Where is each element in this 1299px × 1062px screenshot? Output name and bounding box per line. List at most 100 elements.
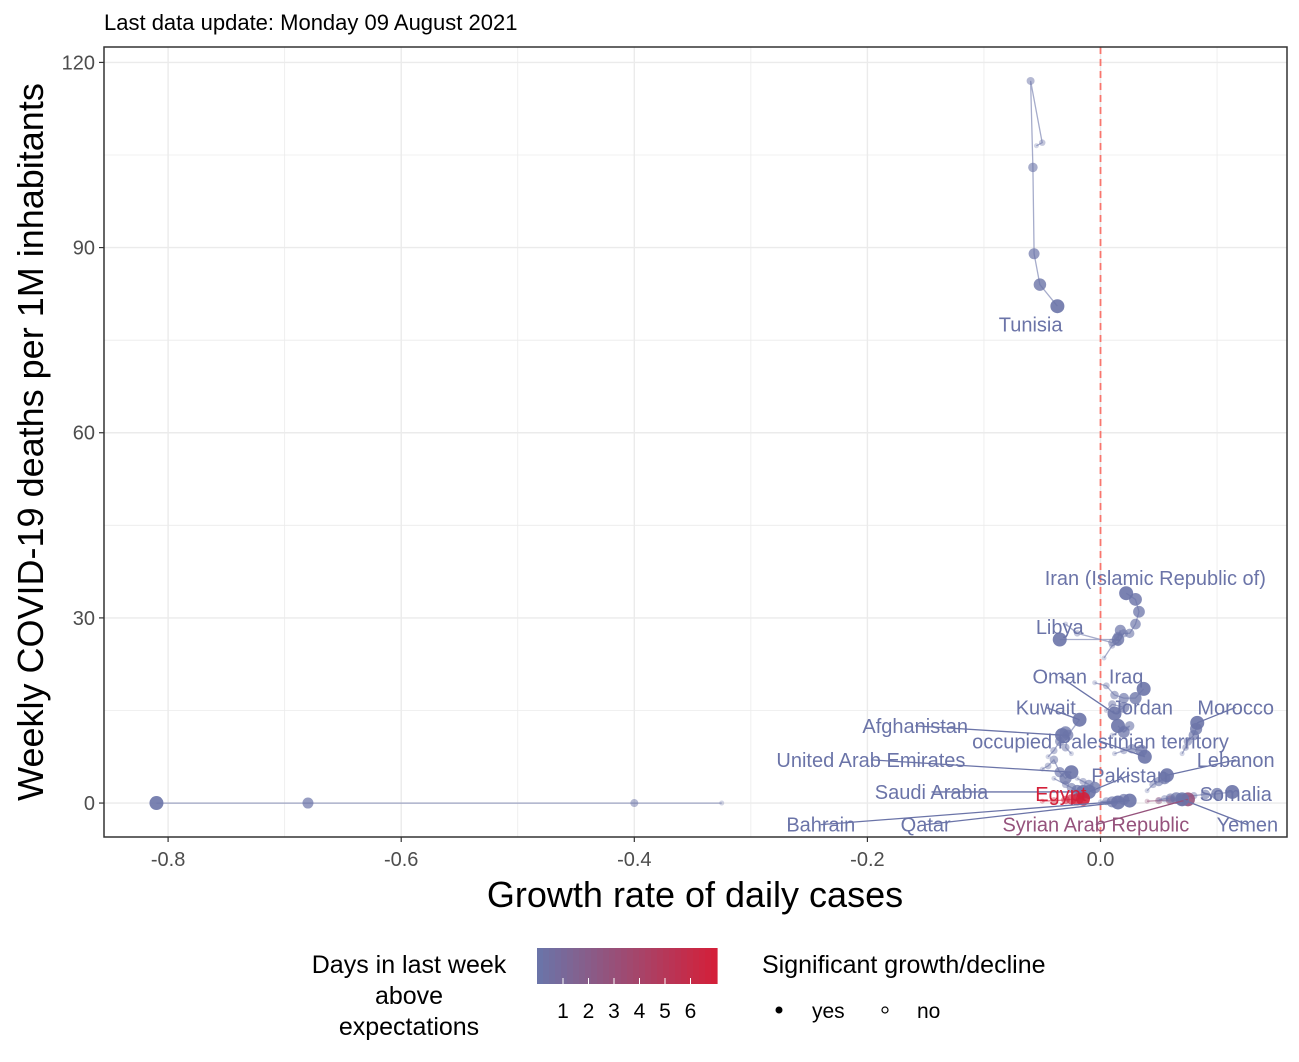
data-point bbox=[1050, 797, 1058, 804]
country-label: Oman bbox=[1032, 667, 1086, 689]
plot-border bbox=[103, 46, 1288, 838]
country-label: Somalia bbox=[1200, 784, 1273, 806]
data-point bbox=[149, 796, 164, 811]
country-series bbox=[1045, 726, 1072, 760]
y-axis-title: Weekly COVID-19 deaths per 1M inhabitant… bbox=[10, 83, 51, 801]
color-legend-label: 6 bbox=[685, 1000, 697, 1023]
label-leader-line bbox=[925, 801, 1119, 826]
data-point bbox=[1110, 690, 1119, 700]
data-point bbox=[1133, 605, 1145, 618]
color-legend-swatch bbox=[681, 948, 688, 984]
size-legend-yes-key bbox=[775, 1006, 783, 1014]
country-label: Iraq bbox=[1109, 667, 1143, 689]
data-point bbox=[719, 800, 725, 806]
data-point bbox=[1179, 751, 1185, 757]
label-leader-line bbox=[1100, 740, 1146, 758]
y-tick-label: 120 bbox=[62, 52, 95, 74]
color-legend-swatch bbox=[591, 948, 598, 984]
color-legend-label: 3 bbox=[608, 1000, 620, 1023]
data-point bbox=[1050, 299, 1065, 314]
country-label: Pakistan bbox=[1091, 765, 1168, 787]
country-label: Saudi Arabia bbox=[875, 782, 989, 804]
label-leader-line bbox=[1059, 675, 1115, 715]
data-point bbox=[1028, 248, 1040, 260]
country-label: Afghanistan bbox=[862, 716, 968, 738]
data-point bbox=[1068, 751, 1074, 757]
data-point bbox=[1124, 628, 1135, 639]
data-point bbox=[1101, 655, 1107, 661]
country-label: Kuwait bbox=[1016, 697, 1076, 719]
data-point bbox=[1109, 732, 1115, 738]
color-legend-bar bbox=[537, 948, 718, 984]
data-point bbox=[1112, 751, 1118, 757]
y-tick-label: 90 bbox=[73, 238, 95, 260]
data-point bbox=[302, 797, 314, 809]
x-axis-title: Growth rate of daily cases bbox=[487, 874, 903, 915]
data-point bbox=[1183, 737, 1193, 746]
country-label: Iran (Islamic Republic of) bbox=[1045, 568, 1266, 590]
x-tick-label: -0.8 bbox=[151, 849, 185, 871]
data-point bbox=[1039, 798, 1045, 804]
color-legend-swatch bbox=[621, 948, 628, 984]
color-legend-swatch bbox=[645, 948, 652, 984]
data-point bbox=[1049, 755, 1059, 765]
color-legend-swatch bbox=[663, 948, 670, 984]
x-tick-label: -0.4 bbox=[617, 849, 651, 871]
data-point bbox=[1118, 701, 1130, 713]
y-axis-ticks: 0 30 60 90 120 bbox=[62, 52, 104, 815]
country-label: Lebanon bbox=[1197, 750, 1275, 772]
country-label: Bahrain bbox=[786, 815, 855, 837]
data-point bbox=[1144, 788, 1150, 794]
data-point bbox=[1200, 789, 1211, 800]
data-point bbox=[1050, 746, 1058, 755]
data-point bbox=[1156, 797, 1162, 803]
data-point bbox=[1033, 278, 1047, 291]
size-legend-yes-label: yes bbox=[812, 1000, 845, 1023]
country-series bbox=[1026, 76, 1065, 314]
color-legend-swatch bbox=[543, 948, 550, 984]
color-legend-swatch bbox=[627, 948, 634, 984]
color-legend-swatch bbox=[693, 948, 700, 984]
data-point bbox=[1136, 681, 1151, 696]
x-tick-label: -0.2 bbox=[850, 849, 884, 871]
label-leader-line bbox=[1095, 798, 1189, 826]
data-point bbox=[1108, 700, 1117, 709]
color-legend-swatch bbox=[633, 948, 640, 984]
country-series bbox=[1103, 700, 1130, 721]
color-legend-swatch bbox=[603, 948, 610, 984]
data-point bbox=[1111, 718, 1125, 733]
country-labels: Tunisia Iran (Islamic Republic of) Libya Ir… bbox=[776, 315, 1278, 837]
color-legend-swatch bbox=[561, 948, 568, 984]
country-label: Yemen bbox=[1217, 815, 1279, 837]
color-legend-swatch bbox=[537, 948, 544, 984]
data-point bbox=[1114, 624, 1126, 636]
color-legend-label: 5 bbox=[659, 1000, 671, 1023]
size-legend: Significant growth/decline yes no bbox=[762, 951, 1046, 1023]
color-legend-swatch bbox=[705, 948, 712, 984]
color-legend-swatch bbox=[567, 948, 574, 984]
country-label: Libya bbox=[1036, 617, 1085, 639]
data-point bbox=[1182, 744, 1189, 751]
country-label: Jordan bbox=[1112, 697, 1173, 719]
data-point bbox=[1155, 796, 1163, 805]
data-point bbox=[1074, 775, 1080, 781]
country-label: Egypt bbox=[1035, 784, 1087, 806]
color-legend-swatch bbox=[585, 948, 592, 984]
data-point bbox=[1092, 680, 1098, 686]
data-point bbox=[1102, 682, 1110, 690]
label-leader-line bbox=[915, 725, 1063, 736]
country-label: occupied Palestinian territory bbox=[972, 731, 1229, 753]
data-point bbox=[1073, 630, 1081, 637]
color-legend-swatch bbox=[699, 948, 706, 984]
color-legend-swatch bbox=[687, 948, 694, 984]
color-legend-swatch bbox=[579, 948, 586, 984]
y-tick-label: 60 bbox=[73, 423, 95, 445]
data-point bbox=[1051, 775, 1057, 781]
size-legend-no-key bbox=[881, 1006, 889, 1014]
label-leader-line bbox=[870, 759, 1072, 773]
x-tick-label: 0.0 bbox=[1087, 849, 1115, 871]
data-point bbox=[1211, 787, 1223, 800]
data-point bbox=[1028, 162, 1038, 173]
